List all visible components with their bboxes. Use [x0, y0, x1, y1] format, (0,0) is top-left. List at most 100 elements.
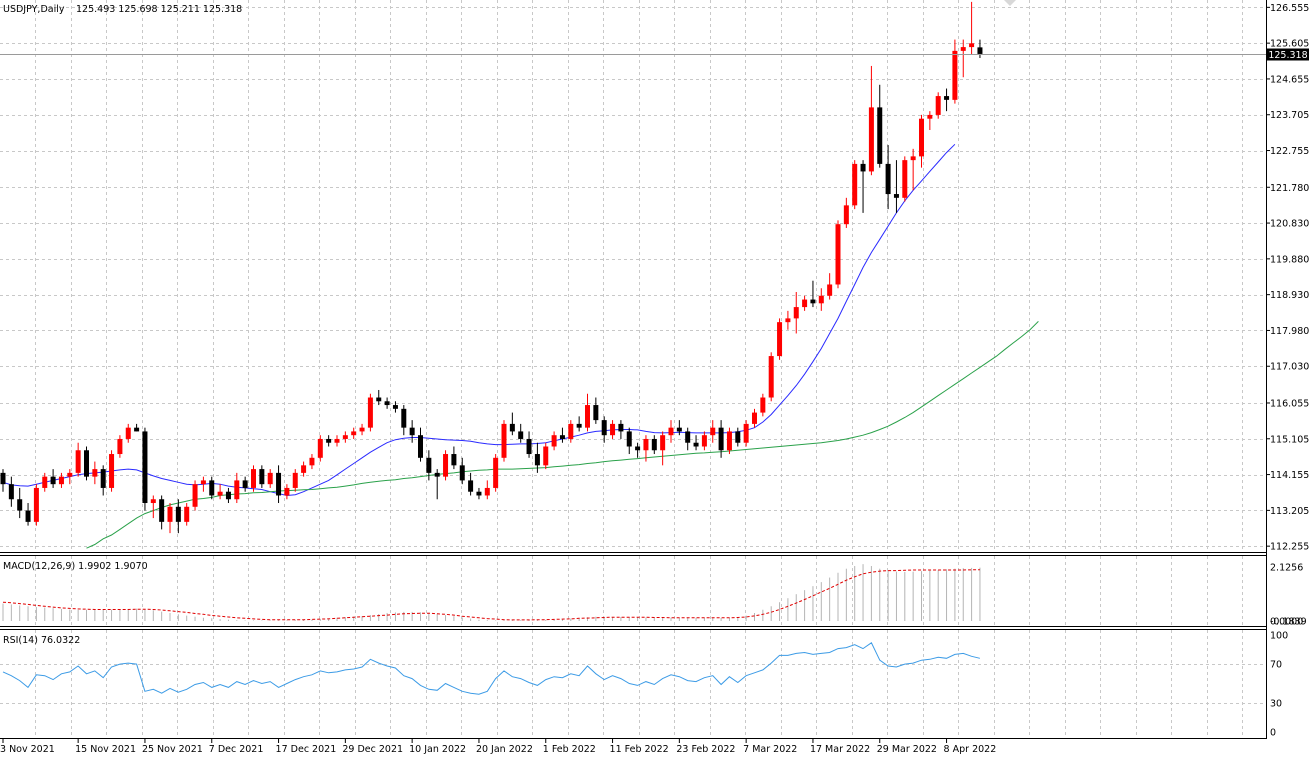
time-tick-label: 15 Nov 2021 — [75, 744, 136, 755]
candle — [827, 273, 833, 300]
candle — [543, 442, 549, 470]
candle-body — [760, 397, 766, 413]
candle-body — [409, 427, 415, 436]
candle — [92, 461, 98, 485]
candle-body — [326, 438, 332, 443]
candle — [392, 401, 398, 413]
time-tick-label: 17 Mar 2022 — [810, 744, 870, 755]
candle — [885, 145, 891, 210]
candle-body — [827, 284, 833, 296]
candle-body — [610, 423, 616, 436]
candle-body — [860, 163, 866, 172]
candle — [944, 88, 950, 112]
candle — [651, 435, 657, 455]
candle-body — [893, 194, 899, 198]
candle — [643, 435, 649, 462]
price-tick-label: 125.605 — [1270, 39, 1309, 50]
candle — [818, 288, 824, 311]
time-axis: 3 Nov 2021 15 Nov 2021 25 Nov 2021 7 Dec 20… — [0, 739, 996, 755]
candle-body — [426, 457, 432, 473]
candle-body — [935, 96, 941, 115]
candle-body — [359, 427, 365, 432]
candle-body — [843, 205, 849, 225]
candle-body — [919, 118, 924, 157]
candle-body — [84, 450, 89, 477]
candle — [117, 435, 123, 458]
candle-body — [635, 446, 641, 451]
candle — [593, 397, 599, 424]
candle-body — [568, 423, 574, 439]
candle — [25, 503, 31, 526]
candle-body — [192, 484, 198, 507]
price-tick-label: 123.705 — [1270, 110, 1309, 121]
candle-body — [217, 491, 223, 496]
candle-body — [267, 472, 273, 485]
candle-body — [317, 438, 323, 458]
candle-body — [593, 405, 599, 421]
time-tick-label: 7 Dec 2021 — [209, 744, 264, 755]
macd-tick-label: 0.0000 — [1270, 617, 1303, 628]
candle — [843, 197, 849, 228]
candle — [893, 160, 899, 213]
candle-body — [802, 299, 808, 308]
candle — [17, 487, 23, 519]
price-tick-label: 117.980 — [1270, 326, 1309, 337]
candle-body — [518, 431, 524, 439]
candle — [134, 423, 140, 432]
candle — [635, 442, 641, 458]
ma-fast-line — [2, 143, 956, 497]
rsi-line — [2, 642, 981, 695]
candle — [626, 427, 632, 455]
candle-body — [125, 427, 131, 439]
candle — [125, 423, 131, 443]
candle-body — [175, 506, 181, 522]
candle-body — [509, 423, 515, 432]
candle-body — [334, 438, 340, 443]
price-tick-label: 112.255 — [1270, 542, 1309, 553]
time-tick-label: 3 Nov 2021 — [0, 744, 55, 755]
candle — [509, 412, 515, 436]
candle-body — [743, 423, 749, 443]
candle-body — [551, 435, 557, 447]
candle — [960, 39, 966, 78]
candle — [159, 495, 165, 530]
candle-body — [660, 435, 666, 451]
candle — [334, 435, 340, 447]
candle-body — [209, 480, 215, 496]
candle — [426, 450, 432, 481]
candle — [468, 472, 474, 496]
candle-body — [134, 427, 140, 432]
candle — [860, 160, 866, 213]
chart-ohlc-label: 125.493 125.698 125.211 125.318 — [76, 4, 242, 15]
candle-body — [952, 50, 958, 100]
candle-body — [885, 163, 891, 195]
candle-body — [576, 423, 582, 428]
candle-body — [777, 322, 783, 357]
price-tick-label: 114.155 — [1270, 470, 1309, 481]
rsi-pane — [2, 642, 981, 695]
time-tick-label: 29 Mar 2022 — [877, 744, 937, 755]
candle — [242, 476, 248, 492]
candles — [0, 1, 983, 534]
candle-body — [493, 457, 499, 488]
candle-body — [768, 356, 774, 398]
macd-pane — [2, 564, 981, 621]
candle-body — [225, 491, 231, 500]
candle — [109, 450, 115, 492]
candle — [810, 280, 816, 308]
candle-body — [100, 469, 106, 488]
candle-body — [710, 427, 716, 436]
candle-body — [367, 397, 373, 428]
candle — [351, 427, 357, 439]
candle-body — [944, 96, 950, 100]
moving-averages — [2, 143, 1039, 549]
candle-body — [58, 476, 64, 485]
shift-marker-icon[interactable] — [1004, 0, 1016, 6]
candle — [685, 427, 691, 451]
candle-body — [676, 427, 682, 432]
candle-body — [526, 438, 532, 455]
candle — [200, 476, 206, 492]
candle-body — [8, 484, 14, 500]
candle — [501, 420, 507, 462]
candle-body — [301, 465, 307, 473]
